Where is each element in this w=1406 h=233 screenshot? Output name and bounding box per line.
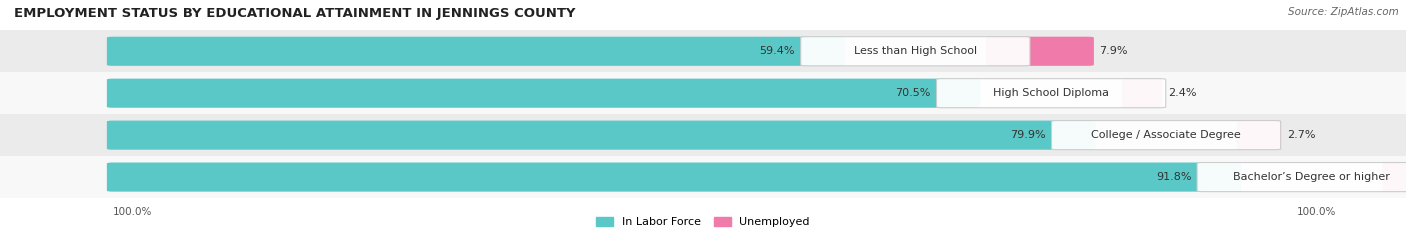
FancyBboxPatch shape — [0, 114, 1406, 156]
FancyBboxPatch shape — [0, 156, 1406, 198]
Text: 100.0%: 100.0% — [112, 207, 152, 217]
Legend: In Labor Force, Unemployed: In Labor Force, Unemployed — [596, 217, 810, 227]
FancyBboxPatch shape — [107, 37, 845, 66]
Text: 2.7%: 2.7% — [1286, 130, 1315, 140]
Text: 91.8%: 91.8% — [1156, 172, 1191, 182]
FancyBboxPatch shape — [1052, 121, 1281, 150]
FancyBboxPatch shape — [107, 163, 1241, 192]
Text: 59.4%: 59.4% — [759, 46, 796, 56]
Text: Less than High School: Less than High School — [853, 46, 977, 56]
Text: 7.9%: 7.9% — [1099, 46, 1128, 56]
FancyBboxPatch shape — [1237, 121, 1281, 150]
Text: College / Associate Degree: College / Associate Degree — [1091, 130, 1241, 140]
Text: Bachelor’s Degree or higher: Bachelor’s Degree or higher — [1233, 172, 1391, 182]
FancyBboxPatch shape — [986, 37, 1094, 66]
Text: Source: ZipAtlas.com: Source: ZipAtlas.com — [1288, 7, 1399, 17]
Text: 2.4%: 2.4% — [1168, 88, 1197, 98]
FancyBboxPatch shape — [936, 79, 1166, 108]
FancyBboxPatch shape — [107, 121, 1095, 150]
FancyBboxPatch shape — [0, 30, 1406, 72]
FancyBboxPatch shape — [1197, 163, 1406, 192]
FancyBboxPatch shape — [107, 79, 980, 108]
FancyBboxPatch shape — [0, 72, 1406, 114]
FancyBboxPatch shape — [801, 37, 1031, 66]
Text: High School Diploma: High School Diploma — [993, 88, 1109, 98]
FancyBboxPatch shape — [1122, 79, 1163, 108]
Text: 79.9%: 79.9% — [1011, 130, 1046, 140]
Text: 100.0%: 100.0% — [1296, 207, 1336, 217]
Text: 70.5%: 70.5% — [896, 88, 931, 98]
Text: EMPLOYMENT STATUS BY EDUCATIONAL ATTAINMENT IN JENNINGS COUNTY: EMPLOYMENT STATUS BY EDUCATIONAL ATTAINM… — [14, 7, 575, 20]
FancyBboxPatch shape — [1382, 163, 1406, 192]
